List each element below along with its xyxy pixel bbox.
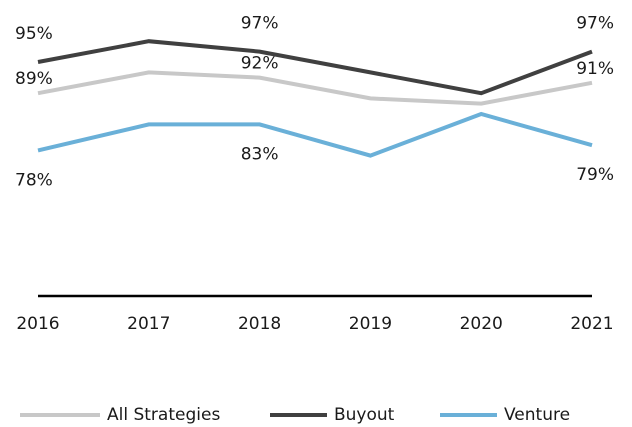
data-label: 95% [15,24,53,44]
x-tick-label: 2018 [238,314,281,334]
legend-label: Buyout [334,405,395,425]
legend-label: All Strategies [107,405,220,425]
x-tick-label: 2019 [349,314,392,334]
x-tick-label: 2020 [460,314,503,334]
series-line [37,39,593,96]
data-label: 91% [576,59,614,79]
data-label: 78% [15,170,53,190]
data-label: 79% [576,165,614,185]
x-tick-label: 2021 [570,314,613,334]
data-label: 83% [241,144,279,164]
x-tick-label: 2016 [16,314,59,334]
legend-label: Venture [504,405,570,425]
data-label: 97% [576,14,614,34]
x-tick-label: 2017 [127,314,170,334]
series-line [37,70,593,106]
data-label: 89% [15,69,53,89]
data-label: 92% [241,54,279,74]
series-line [37,111,593,158]
data-label: 97% [241,14,279,34]
